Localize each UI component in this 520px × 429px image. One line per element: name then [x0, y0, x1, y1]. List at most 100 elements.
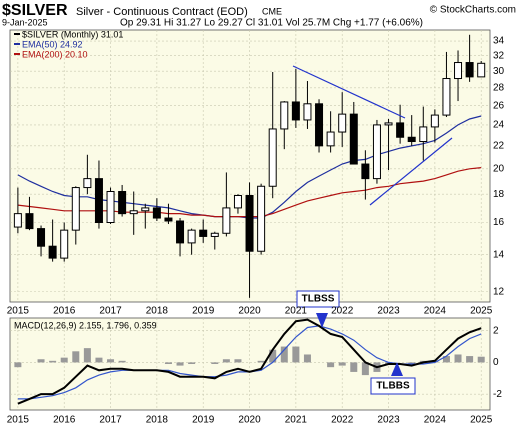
y-tick-label: 32: [493, 50, 505, 61]
candle-body: [315, 103, 324, 147]
candle-body: [187, 229, 196, 244]
arrow: [316, 313, 328, 328]
histogram-bar: [234, 359, 242, 363]
candle-body: [257, 185, 266, 252]
candle-body: [454, 62, 463, 80]
candle-body: [361, 163, 370, 180]
histogram-bar: [477, 356, 485, 363]
candle-body: [384, 122, 393, 126]
y-tick-label: 34: [493, 36, 505, 47]
legend-swatch: [14, 43, 20, 45]
macd-title: MACD(12,26,9) 2.155, 1.796, 0.359: [14, 320, 157, 330]
candle-body: [152, 207, 161, 219]
candle-body: [164, 217, 173, 222]
quote: Op 29.31 Hi 31.27 Lo 29.27 Cl 31.01 Vol …: [120, 18, 423, 29]
histogram-bar: [338, 362, 346, 366]
candle-body: [233, 194, 242, 209]
candle-body: [118, 190, 127, 215]
histogram-bar: [257, 360, 265, 363]
candle-body: [199, 229, 208, 237]
x-tick-label: 2021: [285, 415, 308, 426]
y-tick-label: 16: [493, 217, 505, 228]
y-tick-label: 0: [493, 357, 499, 368]
x-tick-label: 2025: [470, 415, 493, 426]
candle-body: [291, 101, 300, 121]
candle-body: [37, 228, 46, 247]
x-tick-label: 2020: [238, 415, 261, 426]
candle-body: [430, 114, 439, 128]
histogram-bar: [107, 359, 115, 363]
candle-body: [129, 210, 138, 215]
histogram-bar: [292, 346, 300, 363]
x-tick-label: 2016: [53, 306, 76, 317]
histogram-bar: [361, 362, 369, 376]
exchange: CME: [262, 6, 282, 16]
x-tick-label: 2025: [470, 306, 493, 317]
candle-body: [442, 78, 451, 116]
histogram-bar: [466, 356, 474, 363]
x-tick-label: 2023: [377, 306, 400, 317]
candle-body: [419, 126, 428, 143]
histogram-bar: [454, 354, 462, 363]
histogram-bar: [176, 362, 184, 366]
histogram-bar: [211, 362, 219, 364]
histogram-bar: [327, 362, 335, 368]
histogram-bar: [60, 357, 68, 363]
legend-label: $SILVER (Monthly) 31.01: [22, 29, 123, 39]
x-tick-label: 2024: [424, 306, 447, 317]
credit: © StockCharts.com: [430, 5, 516, 16]
date: 9-Jan-2025: [2, 17, 48, 27]
histogram-bar: [49, 360, 57, 363]
x-tick-label: 2022: [331, 415, 354, 426]
y-tick-label: 24: [493, 120, 505, 131]
histogram-bar: [118, 360, 126, 363]
histogram-bar: [83, 348, 91, 363]
candle-body: [407, 136, 416, 143]
candle-body: [13, 213, 22, 228]
y-tick-label: -2: [493, 389, 502, 400]
annotation: TLBSS: [302, 294, 335, 305]
x-tick-label: 2017: [99, 306, 122, 317]
histogram-bar: [269, 349, 277, 363]
histogram-bar: [37, 359, 45, 363]
candle-body: [326, 131, 335, 147]
histogram-bar: [222, 359, 230, 363]
y-tick-label: 18: [493, 189, 505, 200]
candle-body: [60, 229, 69, 259]
marks: [13, 34, 486, 405]
x-tick-label: 2018: [146, 306, 169, 317]
annotation-box: [370, 377, 416, 395]
x-tick-label: 2016: [53, 415, 76, 426]
x-tick-label: 2022: [331, 306, 354, 317]
x-tick-label: 2020: [238, 306, 261, 317]
x-tick-label: 2017: [99, 415, 122, 426]
candle-body: [477, 62, 486, 78]
y-tick-label: 30: [493, 66, 505, 77]
candle-body: [280, 101, 289, 130]
candle-body: [94, 178, 103, 224]
candle-body: [303, 103, 312, 121]
arrow: [391, 362, 403, 376]
histogram-bar: [442, 356, 450, 363]
candle-body: [222, 207, 231, 234]
x-tick-label: 2024: [424, 415, 447, 426]
candle-body: [141, 207, 150, 212]
candle-body: [25, 213, 34, 230]
y-tick-label: 26: [493, 100, 505, 111]
y-tick-label: 14: [493, 249, 505, 260]
legend-swatch: [14, 53, 20, 55]
histogram-bar: [72, 351, 80, 363]
histogram-bar: [188, 362, 196, 364]
candle-body: [176, 220, 185, 244]
candle-body: [245, 194, 254, 252]
x-tick-label: 2018: [146, 415, 169, 426]
symbol: $SILVER: [2, 2, 68, 19]
histogram-bar: [303, 354, 311, 363]
y-tick-label: 22: [493, 140, 505, 151]
candle-body: [48, 245, 57, 259]
legend-swatch: [14, 33, 20, 35]
macd-line: [17, 318, 482, 405]
histogram-bar: [350, 362, 358, 372]
trendline: [369, 137, 453, 206]
